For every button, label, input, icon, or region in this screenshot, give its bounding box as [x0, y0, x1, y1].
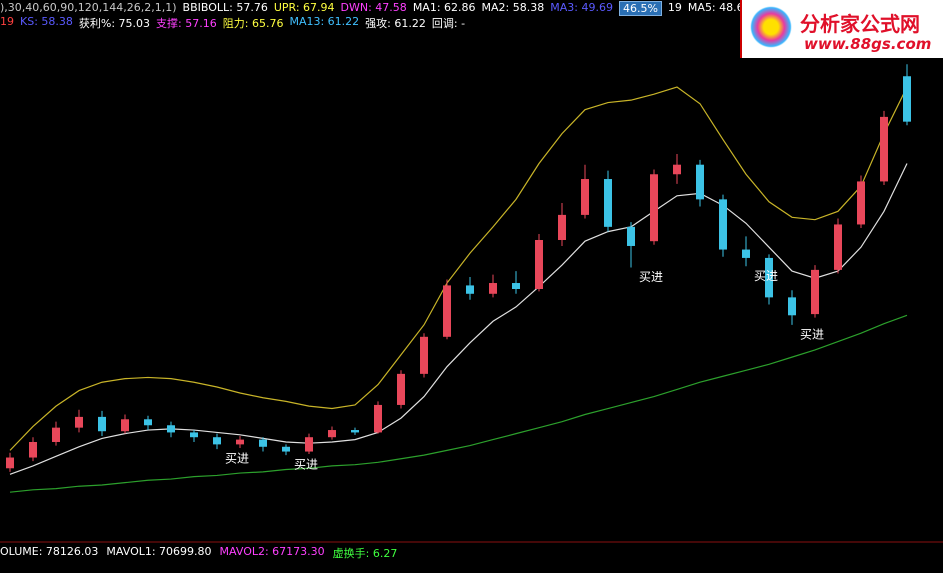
indicator-row: ),30,40,60,90,120,144,26,2,1,1) BBIBOLL: … [0, 1, 784, 16]
candle-body [811, 269, 819, 315]
candle-body [880, 116, 888, 182]
candle-body [121, 419, 129, 432]
candle-body [903, 76, 911, 122]
candle-body [328, 430, 336, 438]
indicator-line [9, 314, 908, 493]
candle-body [305, 437, 313, 452]
indicator-text: DWN: 47.58 [340, 1, 407, 14]
indicator-text: 获利%: 75.03 [78, 17, 151, 30]
candle-body [351, 430, 359, 433]
logo-url: www.88gs.com [804, 35, 932, 53]
candle-body [719, 199, 727, 250]
candle-body [627, 226, 635, 246]
indicator-text: MA2: 58.38 [481, 1, 545, 14]
candle-body [466, 285, 474, 294]
candle-body [52, 427, 60, 442]
candle-body [420, 336, 428, 374]
indicator-row: 19 KS: 58.38 获利%: 75.03 支撑: 57.16 阻力: 65.76 M… [0, 15, 465, 31]
candle-body [6, 457, 14, 469]
candle-body [512, 283, 520, 289]
indicator-text: ),30,40,60,90,120,144,26,2,1,1) [0, 1, 177, 14]
logo: 分析家公式网 www.88gs.com [740, 0, 943, 58]
indicator-text: 强攻: 61.22 [365, 17, 426, 30]
candle-body [673, 164, 681, 175]
candle-body [788, 297, 796, 316]
indicator-text: 阻力: 65.76 [222, 17, 284, 30]
indicator-text: MA3: 49.69 [550, 1, 613, 14]
candle-body [167, 425, 175, 433]
logo-icon [750, 6, 792, 48]
candle-body [282, 446, 290, 452]
candle-body [489, 283, 497, 294]
candle-body [443, 285, 451, 337]
indicator-text: 46.5% [618, 1, 662, 16]
candle-body [374, 404, 382, 433]
indicator-text: MA5: 48.69 [687, 1, 751, 14]
indicator-line [9, 86, 908, 451]
candle-body [650, 174, 658, 242]
candle-body [75, 416, 83, 428]
candle-body [190, 432, 198, 438]
indicator-text: OLUME: 78126.03 [0, 545, 99, 558]
candle-body [98, 416, 106, 432]
candle-body [581, 179, 589, 215]
candle-body [259, 439, 267, 447]
candle-body [397, 373, 405, 405]
signal-label: 买进 [639, 270, 663, 284]
indicator-text: MA1: 62.86 [412, 1, 476, 14]
indicator-text: 19 [667, 1, 682, 14]
candle-body [765, 257, 773, 298]
candle-body [558, 214, 566, 240]
signal-label: 买进 [800, 327, 824, 341]
signal-label: 买进 [225, 452, 249, 466]
indicator-text: 19 [0, 15, 14, 28]
candle-body [535, 239, 543, 289]
candle-body [742, 249, 750, 258]
candle-body [144, 419, 152, 426]
indicator-text: 支撑: 57.16 [156, 17, 217, 30]
indicator-text: KS: 58.38 [20, 15, 73, 28]
signal-label: 买进 [294, 458, 318, 472]
candle-body [604, 179, 612, 227]
indicator-text: 回调: - [431, 17, 466, 30]
indicator-text: MAVOL2: 67173.30 [219, 545, 325, 558]
candle-body [236, 439, 244, 445]
indicator-text: 虚换手: 6.27 [332, 547, 398, 560]
signal-label: 买进 [754, 269, 778, 283]
candle-body [857, 181, 865, 225]
volume-row: OLUME: 78126.03 MAVOL1: 70699.80 MAVOL2: 6… [0, 545, 397, 561]
indicator-text: MAVOL1: 70699.80 [106, 545, 212, 558]
candle-body [834, 224, 842, 270]
indicator-text: MA13: 61.22 [289, 15, 360, 28]
indicator-line [9, 163, 908, 475]
candle-body [213, 437, 221, 445]
candle-body [29, 441, 37, 458]
indicator-text: UPR: 67.94 [273, 1, 335, 14]
indicator-text: BBIBOLL: 57.76 [182, 1, 268, 14]
candle-body [696, 164, 704, 200]
logo-title: 分析家公式网 [800, 12, 920, 36]
